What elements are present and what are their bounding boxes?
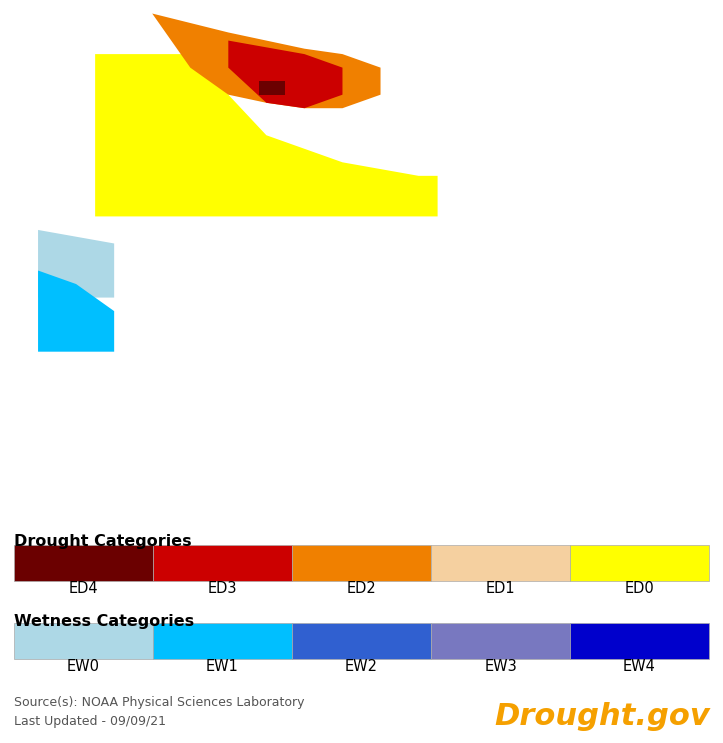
Polygon shape: [38, 270, 114, 351]
Text: EW0: EW0: [67, 659, 100, 674]
Polygon shape: [38, 230, 114, 298]
Bar: [570, 623, 709, 659]
Polygon shape: [259, 81, 286, 94]
Bar: [292, 545, 431, 581]
Text: EW4: EW4: [623, 659, 656, 674]
Polygon shape: [153, 13, 380, 108]
Bar: [570, 545, 709, 581]
Text: Drought Categories: Drought Categories: [14, 533, 192, 548]
Bar: [153, 623, 292, 659]
Polygon shape: [228, 41, 343, 108]
Bar: [431, 623, 570, 659]
Text: ED2: ED2: [346, 581, 377, 596]
Polygon shape: [95, 54, 437, 216]
Bar: [14, 545, 153, 581]
Text: ED1: ED1: [486, 581, 515, 596]
Text: EW2: EW2: [345, 659, 378, 674]
Text: ED0: ED0: [625, 581, 654, 596]
Text: EW3: EW3: [484, 659, 517, 674]
Bar: [431, 545, 570, 581]
Bar: [292, 623, 431, 659]
Text: EW1: EW1: [206, 659, 239, 674]
Text: ED3: ED3: [208, 581, 237, 596]
Text: Wetness Categories: Wetness Categories: [14, 614, 194, 629]
Text: Drought.gov: Drought.gov: [495, 702, 710, 731]
Bar: [14, 623, 153, 659]
Text: Source(s): NOAA Physical Sciences Laboratory
Last Updated - 09/09/21: Source(s): NOAA Physical Sciences Labora…: [14, 696, 304, 728]
Bar: [153, 545, 292, 581]
Text: ED4: ED4: [69, 581, 98, 596]
